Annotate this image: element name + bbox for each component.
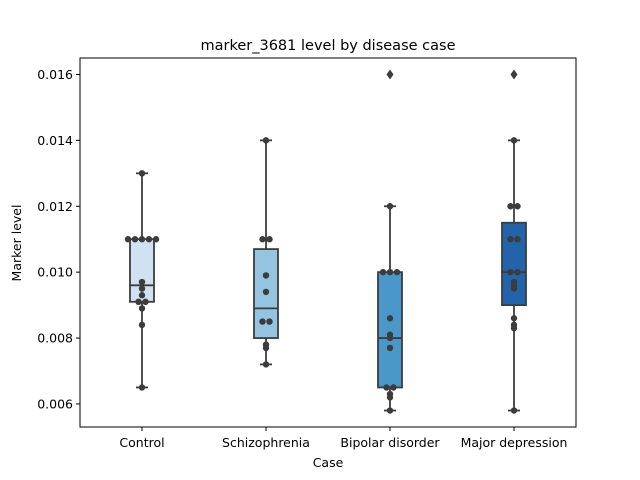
data-point (266, 236, 273, 243)
data-point (259, 236, 266, 243)
x-axis-label: Case (313, 455, 344, 470)
data-point (386, 268, 394, 276)
data-point (386, 203, 394, 210)
data-point (262, 137, 270, 144)
chart-title: marker_3681 level by disease case (201, 38, 456, 54)
data-point (510, 324, 518, 332)
data-point (138, 236, 146, 243)
data-point (138, 278, 146, 286)
data-point (510, 137, 518, 144)
data-point (124, 236, 132, 243)
x-tick-label: Major depression (461, 435, 568, 450)
data-point (142, 298, 149, 306)
data-point (138, 321, 146, 329)
data-point (138, 285, 146, 292)
data-point (138, 170, 146, 177)
data-point (514, 236, 521, 243)
data-point (514, 203, 521, 210)
data-point (262, 361, 270, 368)
x-tick-label: Bipolar disorder (340, 435, 440, 450)
y-tick-label: 0.014 (37, 133, 73, 148)
data-point (510, 315, 518, 322)
box-2 (377, 271, 403, 389)
x-tick-label: Control (119, 435, 164, 450)
data-point (507, 236, 514, 243)
y-tick-label: 0.006 (37, 396, 73, 411)
y-axis-label: Marker level (9, 205, 24, 282)
outlier-point (510, 69, 518, 80)
data-point (386, 344, 394, 352)
y-tick-label: 0.012 (37, 199, 73, 214)
data-point (262, 272, 270, 279)
data-point (135, 298, 142, 306)
data-point (507, 203, 514, 210)
data-point (393, 268, 401, 276)
data-point (510, 407, 518, 414)
data-point (266, 318, 273, 325)
outlier-point (386, 69, 394, 80)
x-tick-label: Schizophrenia (222, 435, 310, 450)
data-point (390, 384, 397, 391)
data-point (131, 236, 139, 243)
data-point (262, 344, 270, 352)
data-point (386, 334, 394, 342)
y-tick-label: 0.010 (37, 265, 73, 280)
data-point (379, 268, 387, 276)
data-point (514, 268, 521, 276)
data-point (152, 236, 160, 243)
data-point (262, 288, 270, 296)
data-point (383, 384, 390, 391)
data-point (507, 268, 514, 276)
y-tick-label: 0.008 (37, 331, 73, 346)
data-point (138, 305, 146, 312)
data-point (386, 315, 394, 322)
data-point (386, 394, 394, 401)
data-point (138, 384, 146, 391)
y-tick-label: 0.016 (37, 67, 73, 82)
box-3 (501, 221, 527, 306)
data-point (510, 285, 518, 292)
data-point (145, 236, 153, 243)
data-point (386, 407, 394, 414)
plot-frame (79, 57, 577, 428)
axes: 0.006 0.008 0.010 0.012 0.014 0.016 Control Sch… (37, 57, 577, 450)
data-point (259, 318, 266, 325)
plot-marks (124, 69, 527, 414)
data-point (138, 292, 146, 299)
